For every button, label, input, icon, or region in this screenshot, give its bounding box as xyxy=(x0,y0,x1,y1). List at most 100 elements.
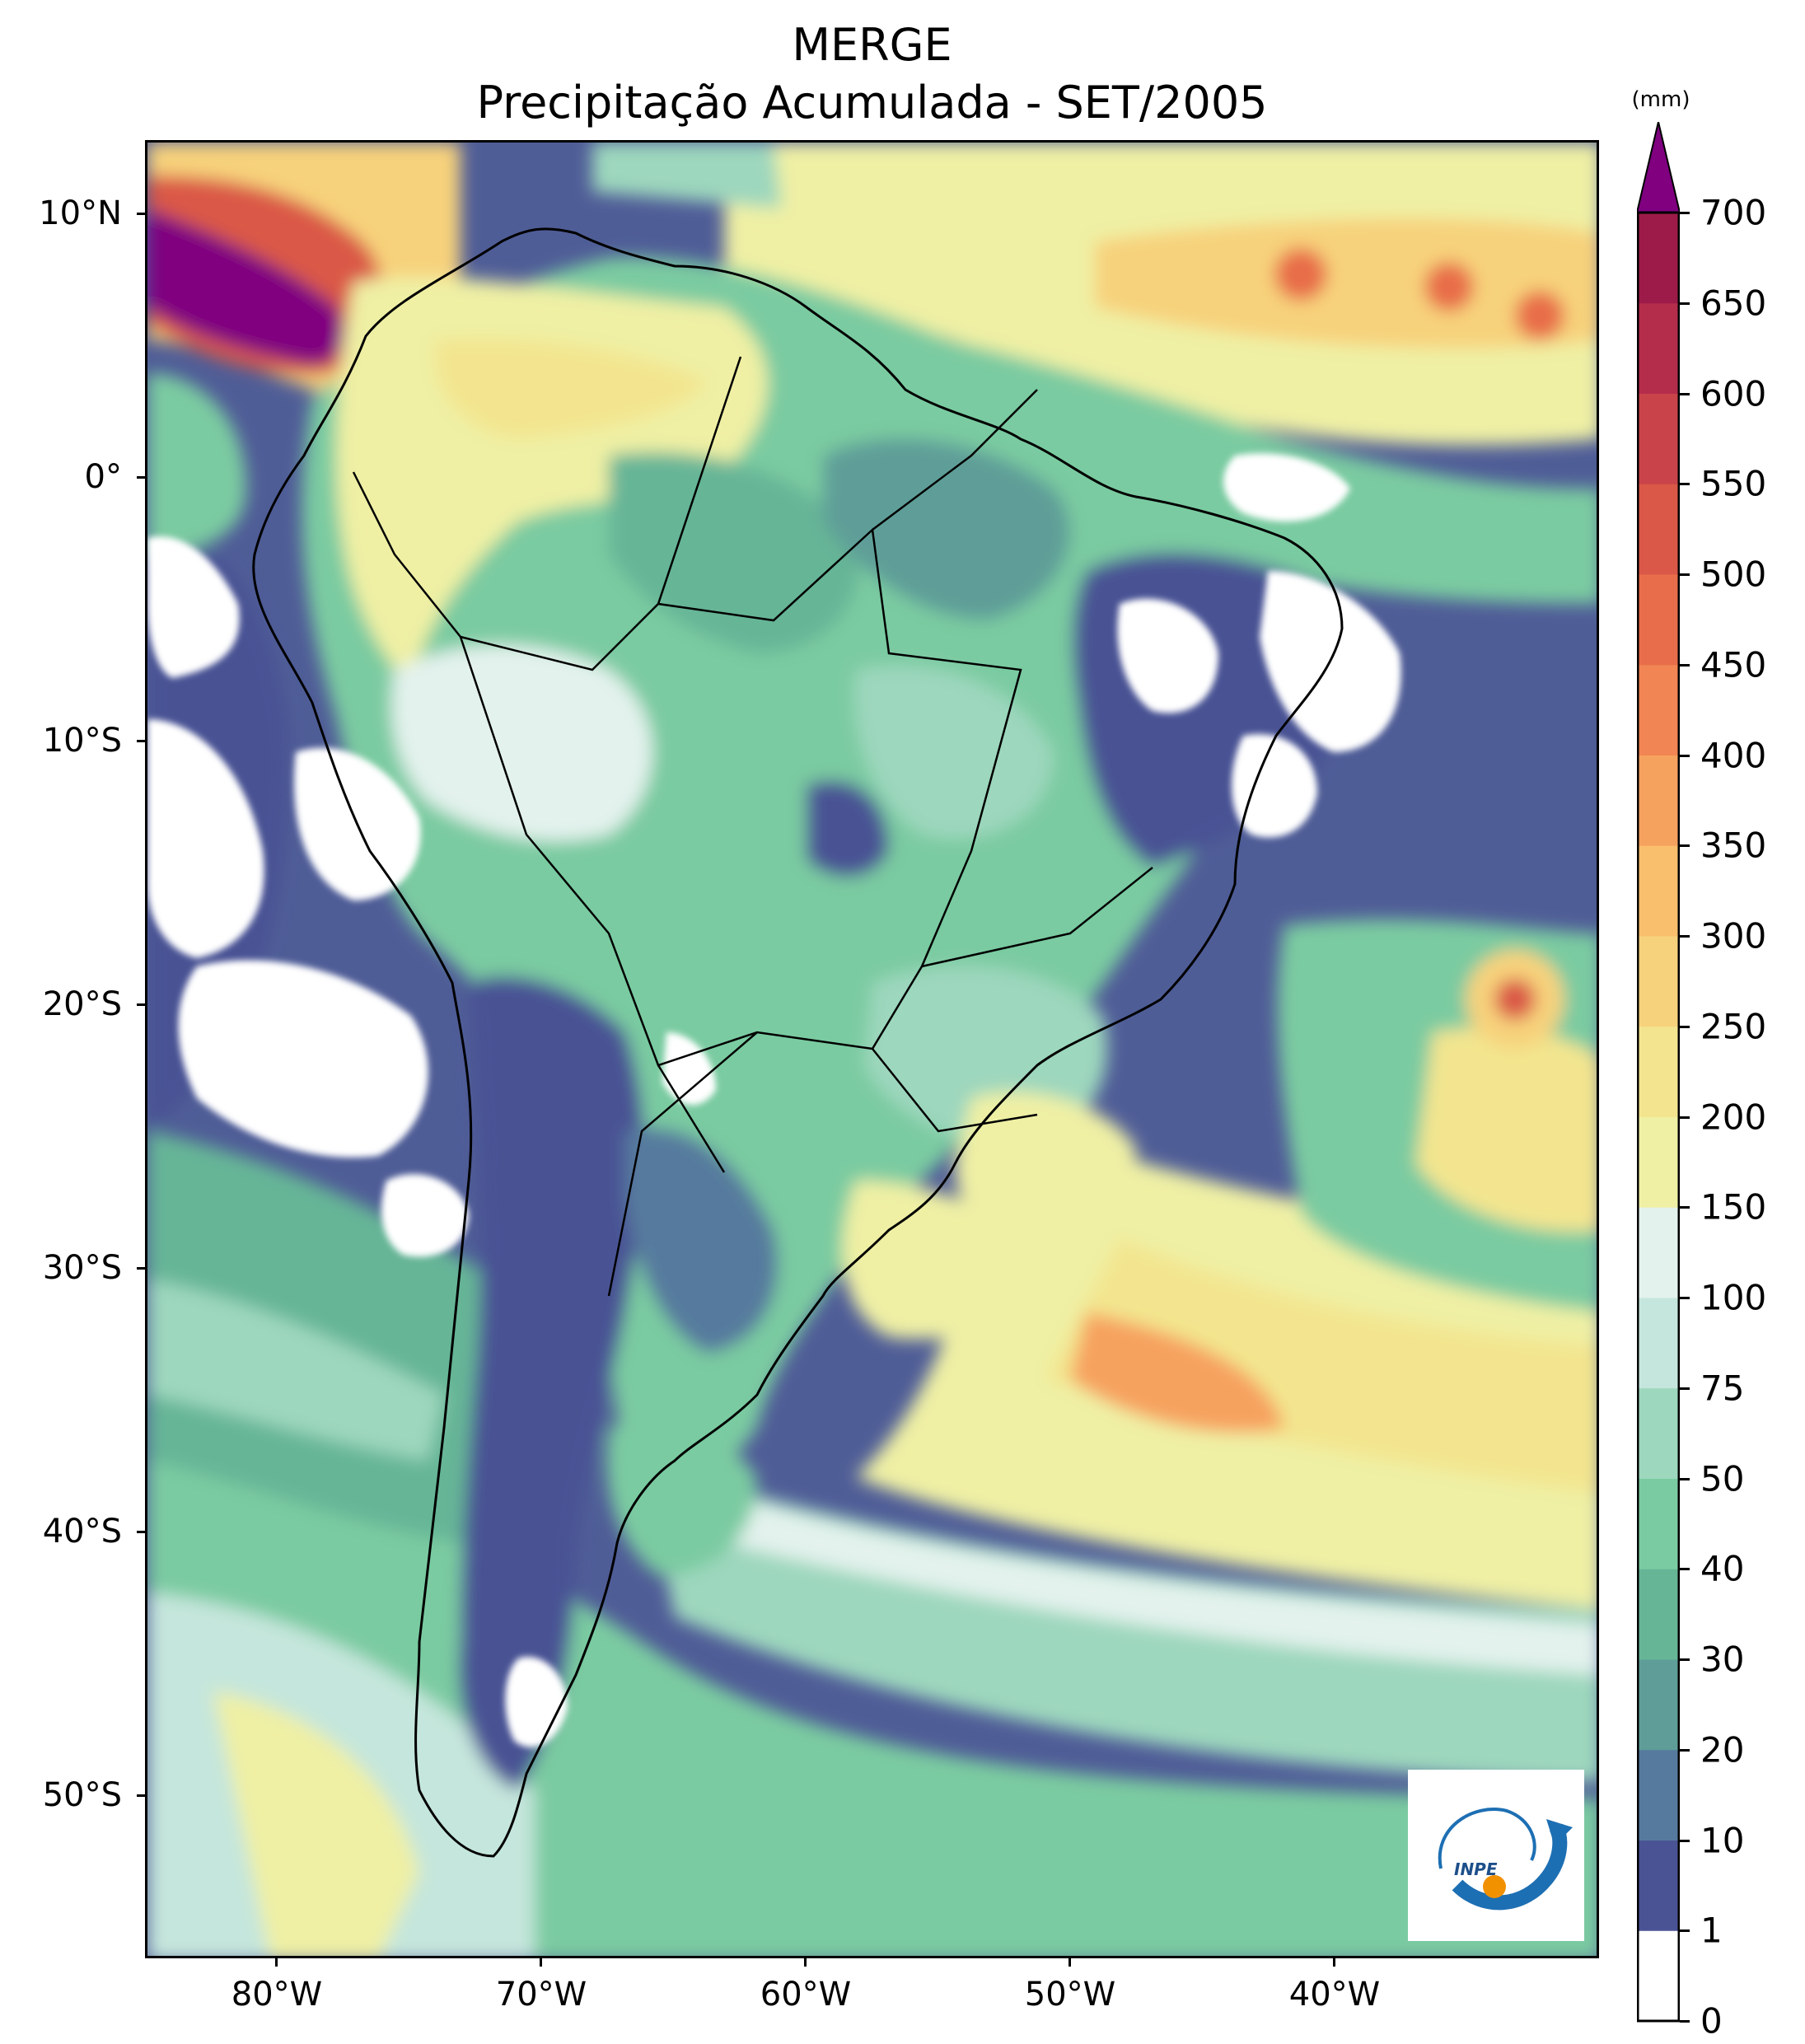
colorbar-tick xyxy=(1680,1839,1690,1842)
lon-label: 70°W xyxy=(495,1976,587,2014)
colorbar-label: 30 xyxy=(1700,1639,1745,1680)
colorbar-frame xyxy=(1637,211,1680,2023)
lon-label: 40°W xyxy=(1288,1976,1381,2014)
colorbar-segment xyxy=(1637,664,1680,755)
precipitation-map xyxy=(145,140,1599,1958)
dry-areas xyxy=(147,453,1401,1747)
colorbar-label: 500 xyxy=(1700,554,1767,595)
colorbar-tick xyxy=(1680,754,1690,757)
colorbar-tick xyxy=(1680,392,1690,395)
colorbar-segment xyxy=(1637,755,1680,846)
lat-tick xyxy=(137,1267,145,1270)
colorbar-segment xyxy=(1637,1026,1680,1117)
colorbar-tick xyxy=(1680,1297,1690,1299)
lat-label: 30°S xyxy=(42,1249,122,1287)
colorbar-tick xyxy=(1680,844,1690,848)
colorbar-label: 300 xyxy=(1700,915,1767,957)
colorbar-tick xyxy=(1680,1658,1690,1661)
colorbar-segment xyxy=(1637,936,1680,1027)
colorbar-label: 50 xyxy=(1700,1458,1745,1499)
map-canvas xyxy=(147,143,1597,1956)
colorbar xyxy=(1637,122,1680,2023)
colorbar-tick xyxy=(1680,1387,1690,1390)
colorbar-label: 550 xyxy=(1700,463,1767,504)
colorbar-label: 250 xyxy=(1700,1006,1767,1047)
colorbar-segment xyxy=(1637,1569,1680,1660)
colorbar-segment xyxy=(1637,302,1680,394)
colorbar-label: 600 xyxy=(1700,373,1767,414)
colorbar-tick xyxy=(1680,212,1690,214)
lat-label: 10°N xyxy=(39,194,122,232)
colorbar-segment xyxy=(1637,484,1680,575)
precip-field xyxy=(147,143,1597,1956)
lon-label: 60°W xyxy=(760,1976,852,2014)
lon-tick xyxy=(275,1958,278,1967)
colorbar-label: 75 xyxy=(1700,1368,1745,1409)
lon-tick xyxy=(540,1958,542,1967)
colorbar-label: 700 xyxy=(1700,192,1767,233)
lat-tick xyxy=(137,1531,145,1533)
colorbar-label: 40 xyxy=(1700,1548,1745,1589)
colorbar-segment xyxy=(1637,1116,1680,1208)
colorbar-label: 150 xyxy=(1700,1186,1767,1228)
colorbar-label: 20 xyxy=(1700,1729,1745,1770)
colorbar-segment xyxy=(1637,1840,1680,1931)
colorbar-tick xyxy=(1680,2020,1690,2023)
colorbar-segment xyxy=(1637,574,1680,666)
colorbar-tick xyxy=(1680,573,1690,576)
logo-text: INPE xyxy=(1454,1859,1498,1879)
colorbar-label: 0 xyxy=(1700,2000,1723,2042)
map-title: MERGE xyxy=(792,19,952,71)
colorbar-label: 350 xyxy=(1700,825,1767,866)
colorbar-segment xyxy=(1637,1387,1680,1479)
colorbar-label: 400 xyxy=(1700,735,1767,775)
lat-tick xyxy=(137,213,145,215)
lat-label: 10°S xyxy=(42,722,122,760)
colorbar-label: 100 xyxy=(1700,1277,1767,1318)
colorbar-label: 10 xyxy=(1700,1820,1745,1860)
colorbar-segment xyxy=(1637,1478,1680,1569)
colorbar-tick xyxy=(1680,483,1690,486)
lat-label: 20°S xyxy=(42,985,122,1023)
lat-label: 50°S xyxy=(42,1776,122,1814)
lat-label: 0° xyxy=(84,458,122,496)
lon-tick xyxy=(1069,1958,1071,1967)
lat-tick xyxy=(137,1003,145,1006)
lon-tick xyxy=(804,1958,807,1967)
lon-tick xyxy=(1333,1958,1335,1967)
colorbar-tick xyxy=(1680,1929,1690,1933)
colorbar-tick xyxy=(1680,935,1690,938)
colorbar-segment xyxy=(1637,1930,1680,2022)
lat-label: 40°S xyxy=(42,1513,122,1551)
colorbar-tick xyxy=(1680,663,1690,667)
colorbar-extend-arrow xyxy=(1637,122,1680,213)
colorbar-segment xyxy=(1637,213,1680,304)
lon-label: 80°W xyxy=(231,1976,323,2014)
colorbar-segment xyxy=(1637,1298,1680,1389)
colorbar-tick xyxy=(1680,1748,1690,1752)
colorbar-label: 200 xyxy=(1700,1097,1767,1137)
colorbar-segment xyxy=(1637,845,1680,937)
lon-label: 50°W xyxy=(1024,1976,1116,2014)
colorbar-segment xyxy=(1637,393,1680,484)
colorbar-tick xyxy=(1680,1568,1690,1571)
lat-tick xyxy=(137,1794,145,1797)
colorbar-tick xyxy=(1680,1116,1690,1119)
colorbar-unit: (mm) xyxy=(1631,87,1690,112)
colorbar-segment xyxy=(1637,1659,1680,1751)
lat-tick xyxy=(137,476,145,479)
colorbar-tick xyxy=(1680,1025,1690,1028)
inpe-logo-graphic: INPE xyxy=(1438,1808,1573,1911)
inpe-logo: INPE xyxy=(1408,1770,1584,1941)
map-subtitle: Precipitação Acumulada - SET/2005 xyxy=(476,77,1268,129)
continent-outline xyxy=(252,227,1344,1858)
lat-tick xyxy=(137,740,145,742)
country-borders xyxy=(459,527,1022,1067)
colorbar-segment xyxy=(1637,1749,1680,1841)
colorbar-label: 450 xyxy=(1700,644,1767,685)
colorbar-tick xyxy=(1680,302,1690,305)
colorbar-label: 650 xyxy=(1700,283,1767,324)
colorbar-label: 1 xyxy=(1700,1910,1723,1951)
colorbar-tick xyxy=(1680,1477,1690,1480)
colorbar-segment xyxy=(1637,1207,1680,1298)
